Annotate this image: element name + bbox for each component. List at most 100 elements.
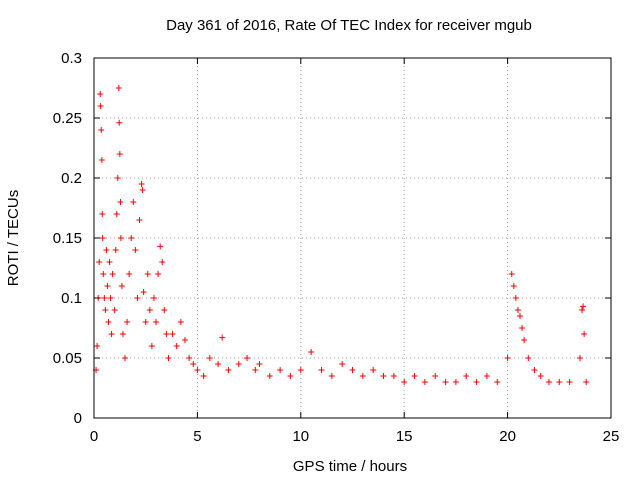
data-point <box>136 217 143 223</box>
data-point <box>117 199 124 205</box>
data-point <box>579 307 586 313</box>
data-point <box>537 373 544 379</box>
x-tick-label: 10 <box>292 428 309 445</box>
data-point <box>215 361 222 367</box>
data-point <box>102 307 109 313</box>
data-point <box>142 319 149 325</box>
data-point <box>126 271 133 277</box>
data-point <box>219 334 226 341</box>
data-point <box>139 187 146 193</box>
y-tick-label: 0.1 <box>61 290 82 307</box>
data-point <box>138 181 145 187</box>
data-point <box>421 379 428 385</box>
data-point <box>225 367 232 373</box>
grid-lines <box>94 58 611 418</box>
data-point <box>514 307 521 313</box>
data-point <box>140 289 147 295</box>
x-axis-label: GPS time / hours <box>293 458 407 475</box>
data-point <box>442 379 449 385</box>
data-point <box>297 367 304 373</box>
data-point <box>177 319 184 325</box>
data-point <box>165 355 172 361</box>
data-point <box>104 283 111 289</box>
data-point <box>581 331 588 337</box>
data-point <box>463 373 470 379</box>
data-point <box>134 295 141 301</box>
data-point <box>163 331 170 337</box>
x-tick-label: 25 <box>603 428 620 445</box>
y-tick-label: 0.15 <box>53 230 82 247</box>
axis-ticks: 0 5 10 15 20 25 0 0.05 0.1 0.15 0.2 0.25 0.3 <box>53 50 620 445</box>
data-point <box>432 373 439 379</box>
data-point <box>277 367 284 373</box>
y-tick-label: 0.2 <box>61 170 82 187</box>
y-axis-label: ROTI / TECUs <box>5 190 22 286</box>
data-point <box>510 283 517 289</box>
data-point <box>153 319 160 325</box>
data-point <box>132 247 139 253</box>
data-point <box>100 271 107 277</box>
x-tick-label: 5 <box>193 428 201 445</box>
data-point <box>161 307 168 313</box>
data-point <box>122 355 129 361</box>
x-tick-label: 15 <box>396 428 413 445</box>
data-point <box>116 119 123 126</box>
data-point <box>109 271 116 277</box>
data-point <box>318 367 325 373</box>
data-point <box>148 343 155 349</box>
data-point <box>103 247 110 253</box>
data-point <box>119 331 126 337</box>
data-point <box>144 271 151 277</box>
data-point <box>124 319 131 325</box>
chart-title: Day 361 of 2016, Rate Of TEC Index for r… <box>166 17 532 34</box>
data-point <box>580 303 587 310</box>
data-point <box>566 379 573 385</box>
x-tick-label: 0 <box>90 428 98 445</box>
data-point <box>146 307 153 313</box>
data-point <box>107 295 114 301</box>
y-tick-label: 0.3 <box>61 50 82 67</box>
data-point <box>97 91 104 97</box>
data-point <box>380 373 387 379</box>
data-point <box>106 259 113 265</box>
data-point <box>94 343 101 349</box>
data-point <box>99 211 106 217</box>
x-tick-label: 20 <box>499 428 516 445</box>
data-point <box>96 259 103 265</box>
data-point <box>519 325 526 331</box>
data-point <box>118 283 125 289</box>
data-point <box>194 367 201 373</box>
data-point <box>483 373 490 379</box>
data-point <box>155 271 162 277</box>
data-point <box>116 151 123 157</box>
scatter-points <box>93 85 590 385</box>
data-point <box>101 295 108 301</box>
data-point <box>401 379 408 385</box>
data-point <box>117 235 124 241</box>
data-point <box>113 211 120 217</box>
data-point <box>512 295 519 301</box>
data-point <box>504 355 511 361</box>
data-point <box>508 271 515 277</box>
data-point <box>181 337 188 343</box>
data-point <box>266 373 273 379</box>
data-point <box>583 379 590 385</box>
data-point <box>206 355 213 361</box>
y-tick-label: 0.25 <box>53 110 82 127</box>
data-point <box>169 331 176 337</box>
data-point <box>130 199 137 205</box>
data-point <box>186 355 193 361</box>
data-point <box>111 307 118 313</box>
data-point <box>531 367 538 373</box>
data-point <box>200 373 207 379</box>
data-point <box>244 355 251 361</box>
data-point <box>98 157 105 163</box>
data-point <box>370 367 377 373</box>
data-point <box>99 235 106 241</box>
data-point <box>525 355 532 361</box>
data-point <box>545 379 552 385</box>
data-point <box>150 295 157 301</box>
data-point <box>576 355 583 361</box>
data-point <box>112 247 119 253</box>
